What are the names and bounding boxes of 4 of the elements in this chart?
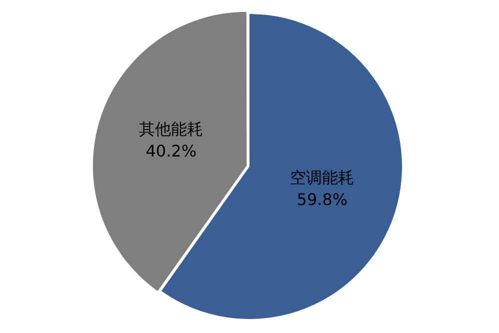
slice-label: 其他能耗 (139, 120, 204, 139)
data-label: 59.8% (296, 190, 348, 209)
data-label: 40.2% (146, 142, 197, 161)
slice-label: 空调能耗 (290, 168, 354, 187)
